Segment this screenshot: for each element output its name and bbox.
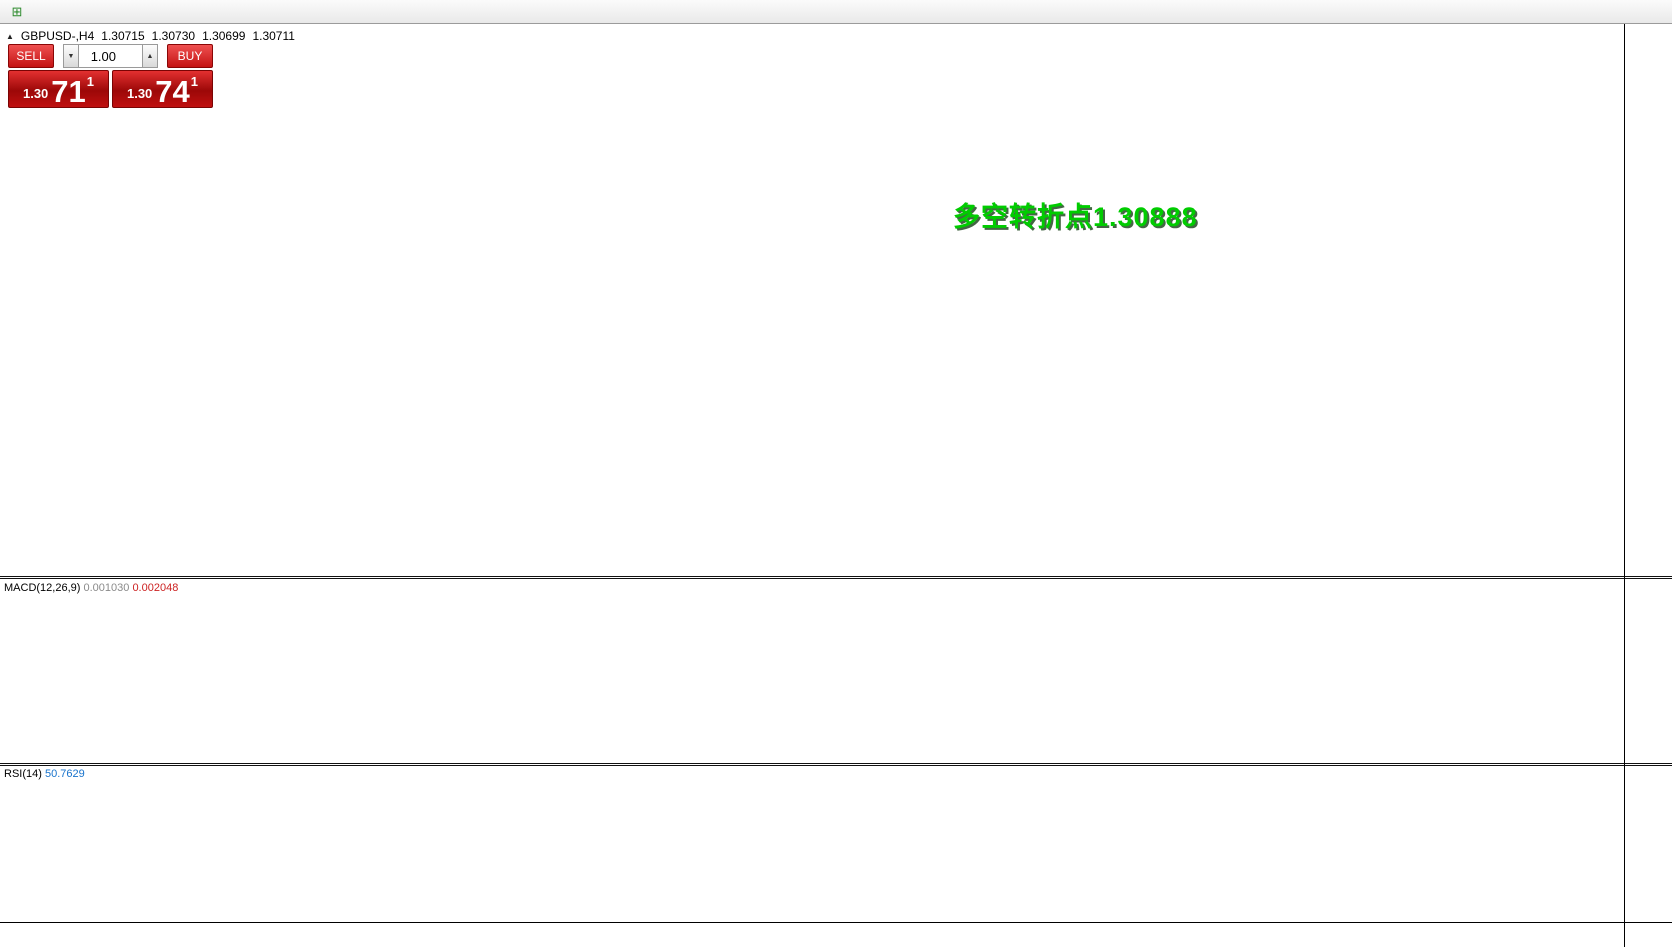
buy-button[interactable]: BUY <box>167 44 213 68</box>
price-axis[interactable] <box>1624 24 1672 947</box>
macd-label: MACD(12,26,9) 0.001030 0.002048 <box>4 582 178 594</box>
rsi-value: 50.7629 <box>44 768 85 780</box>
sell-price-big: 71 <box>51 74 86 109</box>
main-toolbar: ⊞ <box>0 0 1672 24</box>
buy-price-button[interactable]: 1.30 74 1 <box>112 70 213 108</box>
rsi-name: RSI(14) <box>4 768 42 780</box>
sell-price-button[interactable]: 1.30 71 1 <box>8 70 109 108</box>
volume-increase-button[interactable]: ▲ <box>142 44 158 68</box>
low-value: 1.30699 <box>202 29 246 43</box>
time-axis[interactable] <box>0 922 1672 947</box>
buy-price-sup: 1 <box>190 74 199 89</box>
new-chart-icon: ⊞ <box>11 4 23 19</box>
volume-decrease-button[interactable]: ▼ <box>63 44 79 68</box>
macd-main-value: 0.001030 <box>83 582 130 594</box>
buy-price-prefix: 1.30 <box>126 86 153 101</box>
volume-input[interactable] <box>79 44 142 68</box>
main-candlestick-chart[interactable] <box>0 24 1624 576</box>
rsi-label: RSI(14) 50.7629 <box>4 768 85 780</box>
sell-price-sup: 1 <box>86 74 95 89</box>
rsi-indicator-pane[interactable] <box>0 766 1624 922</box>
price-axis-border <box>1624 24 1625 947</box>
macd-signal-value: 0.002048 <box>132 582 179 594</box>
pane-splitter[interactable] <box>0 576 1672 579</box>
one-click-trade-panel: SELL ▼ ▲ BUY 1.30 71 1 1.30 74 1 <box>8 44 213 108</box>
open-value: 1.30715 <box>101 29 145 43</box>
buy-price-big: 74 <box>155 74 190 109</box>
panel-gap <box>158 44 167 68</box>
chart-annotation-text: 多空转折点1.30888 <box>953 202 1198 232</box>
quote-line: ▲ GBPUSD-,H4 1.30715 1.30730 1.30699 1.3… <box>6 29 295 43</box>
new-chart-button[interactable]: ⊞ <box>3 1 31 23</box>
panel-gap <box>54 44 63 68</box>
sell-button[interactable]: SELL <box>8 44 54 68</box>
collapse-panel-icon[interactable]: ▲ <box>6 31 14 41</box>
symbol-period-label: GBPUSD-,H4 <box>20 29 95 43</box>
macd-indicator-pane[interactable] <box>0 579 1624 763</box>
macd-name: MACD(12,26,9) <box>4 582 81 594</box>
close-value: 1.30711 <box>252 29 295 43</box>
high-value: 1.30730 <box>151 29 196 43</box>
sell-price-prefix: 1.30 <box>22 86 49 101</box>
pane-splitter[interactable] <box>0 763 1672 766</box>
